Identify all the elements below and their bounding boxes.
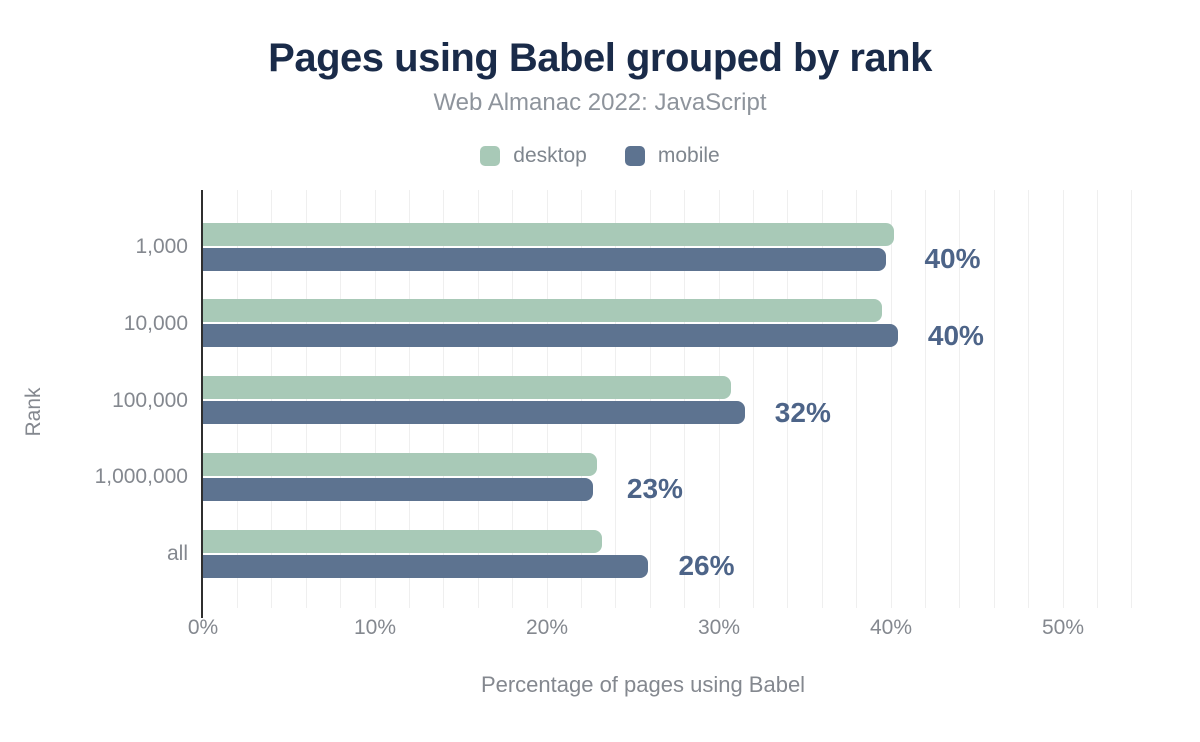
x-axis-title: Percentage of pages using Babel xyxy=(480,672,806,697)
x-tick-label-10: 10% xyxy=(353,616,397,639)
x-tick-label-50: 50% xyxy=(1041,616,1085,639)
bar-mobile-10000 xyxy=(203,324,898,348)
y-tick-label-all: all xyxy=(166,542,188,566)
legend-label-mobile: mobile xyxy=(657,144,720,167)
y-tick-label-100000: 100,000 xyxy=(112,388,188,412)
gridline xyxy=(1131,190,1133,608)
plot-area: 40% 40% 32% 23% 26% xyxy=(201,190,1133,618)
bar-mobile-all xyxy=(203,554,649,578)
bar-mobile-100000 xyxy=(203,401,745,425)
bar-desktop-1000000 xyxy=(203,452,597,476)
y-axis-line xyxy=(201,190,203,618)
bar-value-label-1000000: 23% xyxy=(626,473,683,505)
gridline xyxy=(856,190,858,608)
gridline xyxy=(993,190,995,608)
bar-value-label-1000: 40% xyxy=(924,243,981,274)
gridline xyxy=(959,190,961,608)
legend-swatch-desktop-icon xyxy=(480,146,501,166)
chart-subtitle: Web Almanac 2022: JavaScript xyxy=(433,89,767,116)
gridline xyxy=(787,190,789,608)
gridline xyxy=(752,190,754,608)
y-tick-label-1000000: 1,000,000 xyxy=(94,465,188,489)
gridline xyxy=(1062,190,1064,608)
bar-desktop-100000 xyxy=(203,376,732,400)
legend-swatch-mobile-icon xyxy=(624,146,645,166)
gridline xyxy=(1028,190,1030,608)
y-tick-label-10000: 10,000 xyxy=(123,311,188,335)
bar-value-label-100000: 32% xyxy=(774,396,831,428)
x-tick-label-20: 20% xyxy=(525,616,569,639)
gridline xyxy=(821,190,823,608)
bar-value-label-all: 26% xyxy=(678,550,735,582)
y-tick-label-1000: 1,000 xyxy=(135,235,188,258)
bar-mobile-1000000 xyxy=(203,477,594,501)
bar-mobile-1000 xyxy=(203,247,886,271)
x-tick-label-40: 40% xyxy=(869,616,913,639)
bar-desktop-10000 xyxy=(203,299,883,323)
legend-item-desktop: desktop xyxy=(480,144,587,168)
bar-value-label-10000: 40% xyxy=(927,319,984,351)
bar-desktop-1000 xyxy=(203,222,895,246)
x-tick-label-30: 30% xyxy=(697,616,741,639)
x-tick-label-0: 0% xyxy=(187,616,219,639)
chart-title: Pages using Babel grouped by rank xyxy=(268,36,932,80)
bar-desktop-all xyxy=(203,529,603,553)
legend-item-mobile: mobile xyxy=(624,144,720,168)
gridline xyxy=(890,190,892,608)
legend: desktop mobile xyxy=(0,144,1200,168)
legend-label-desktop: desktop xyxy=(513,144,587,167)
gridline xyxy=(1096,190,1098,608)
gridline xyxy=(924,190,926,608)
